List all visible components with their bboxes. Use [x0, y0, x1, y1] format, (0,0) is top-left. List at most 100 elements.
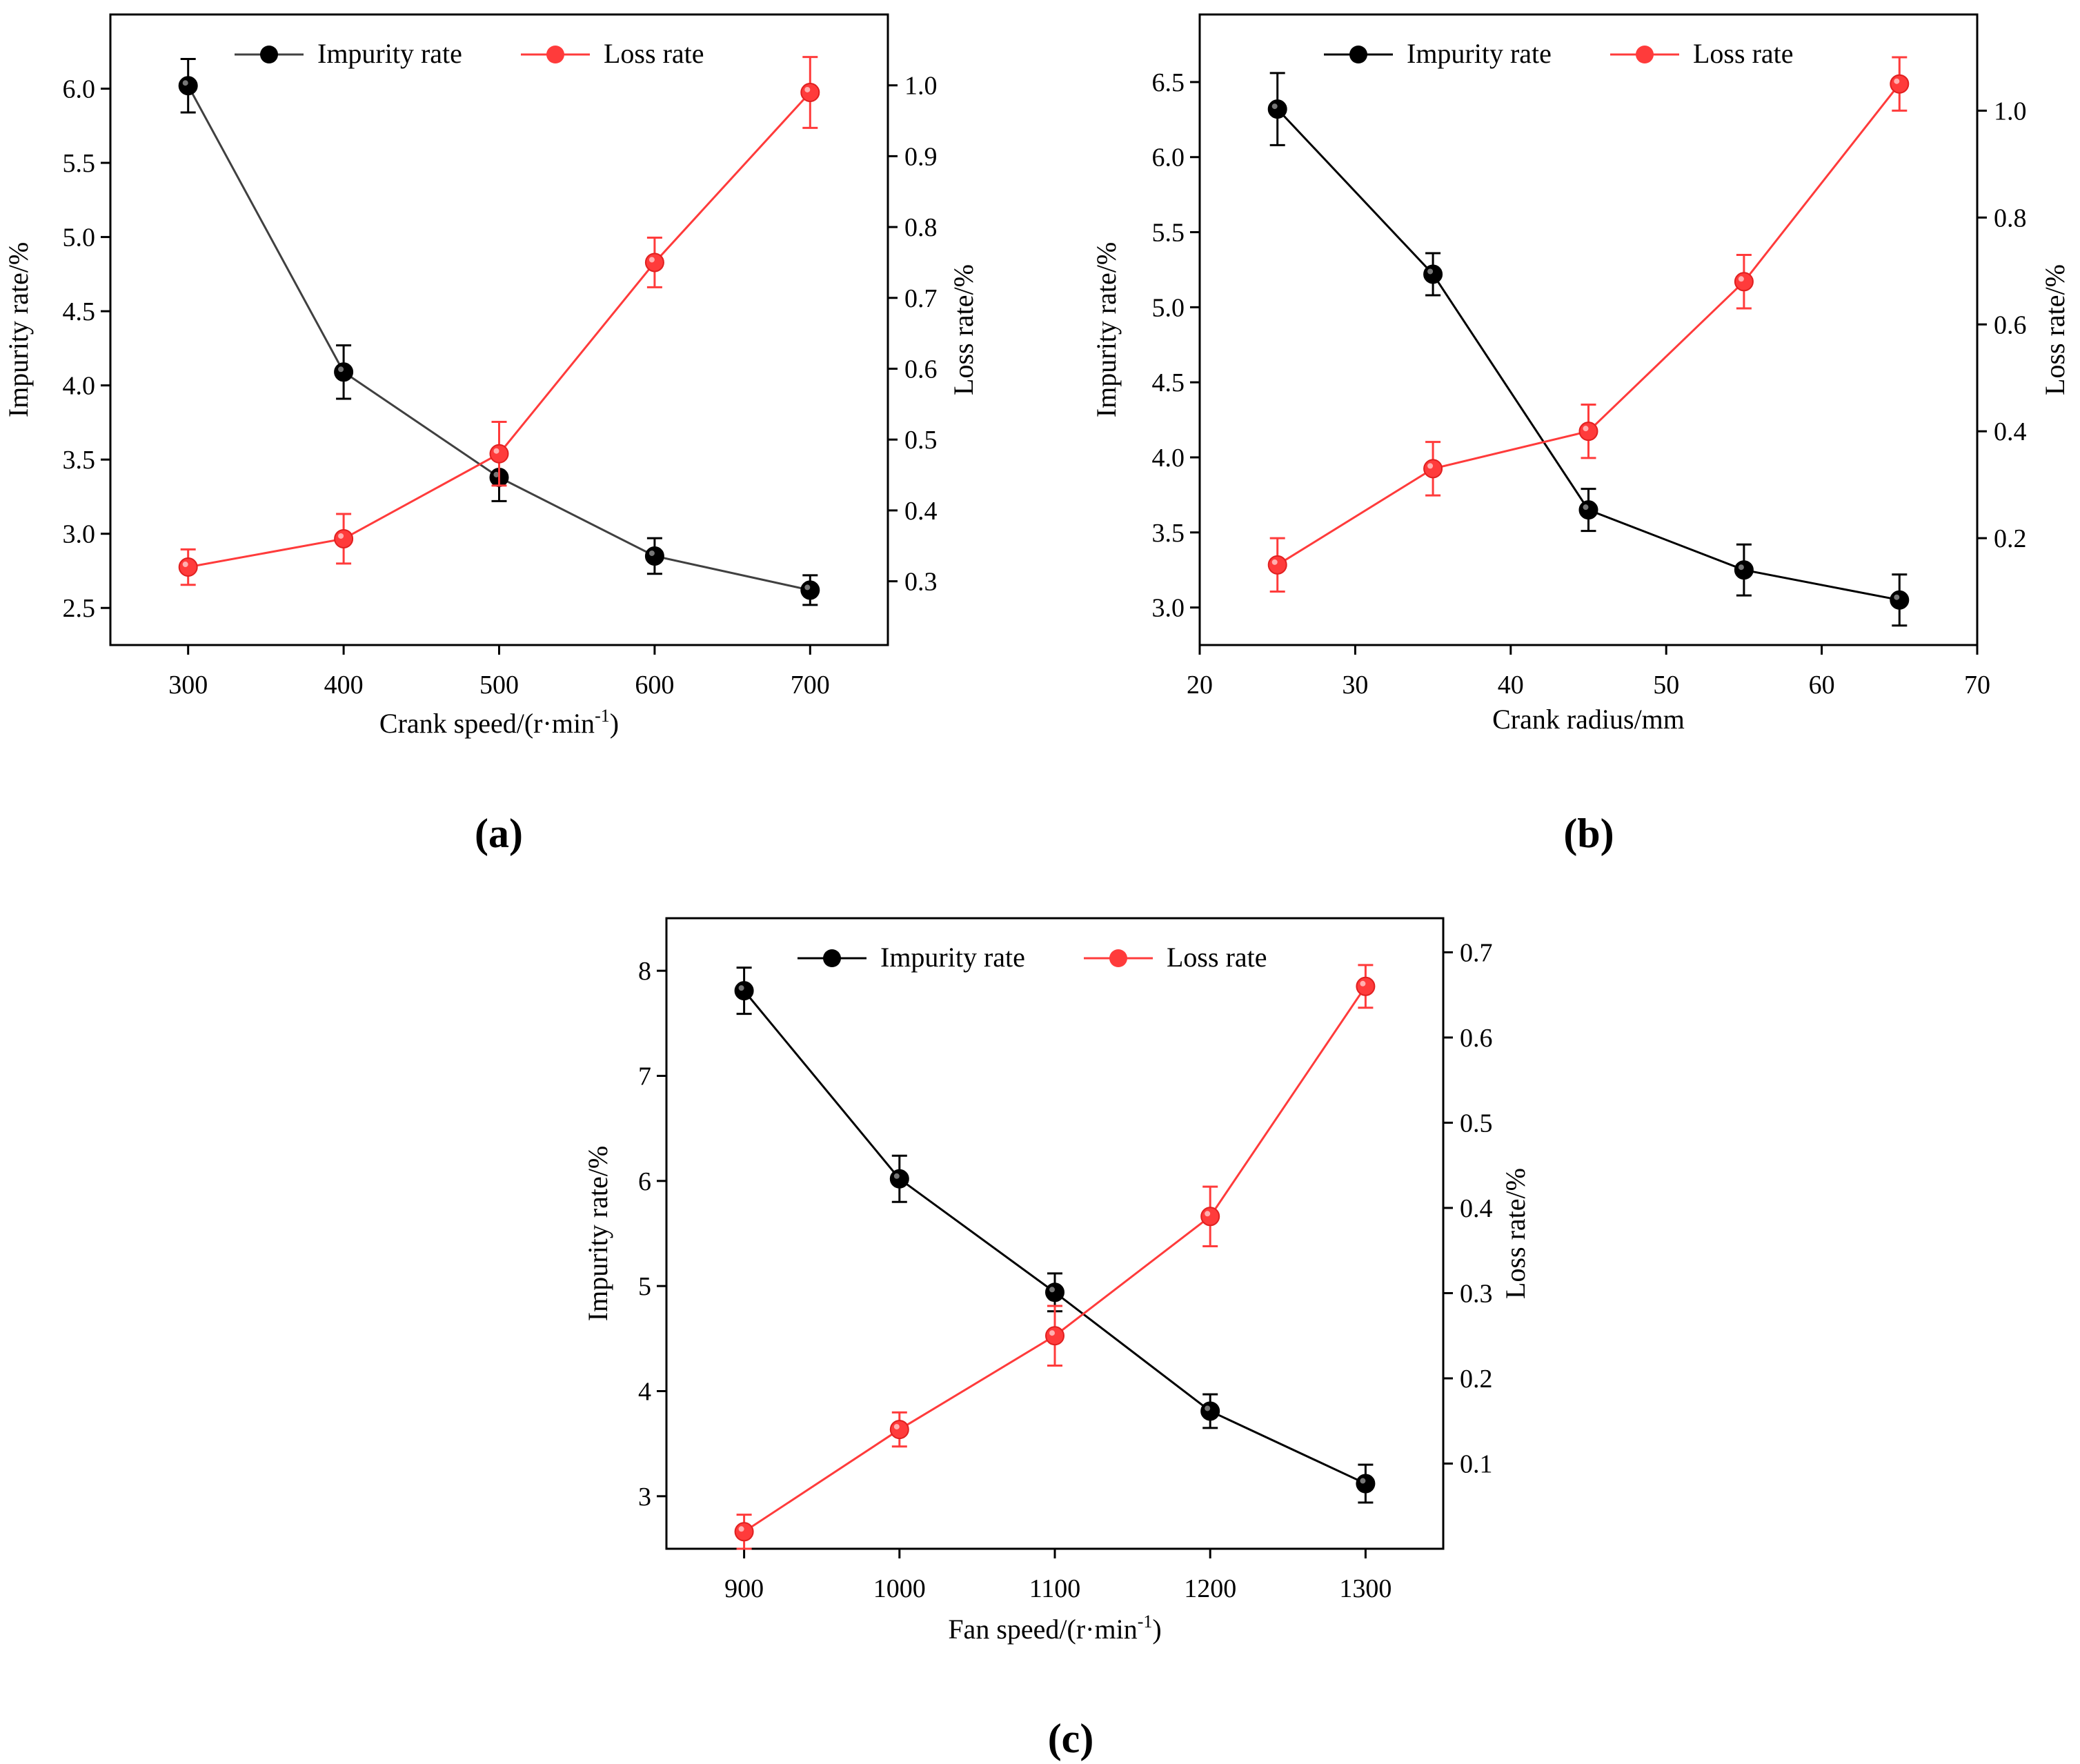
data-point-impurity-rate: [1356, 1474, 1376, 1494]
data-point-impurity-rate: [889, 1169, 909, 1189]
data-point-highlight: [182, 562, 188, 568]
legend-marker: [1109, 949, 1127, 967]
data-point-impurity-rate: [178, 76, 198, 96]
y-right-axis-label: Loss rate/%: [948, 264, 979, 395]
data-point-highlight: [738, 985, 744, 991]
data-point-loss-rate: [644, 252, 664, 272]
y-right-tick-label: 0.4: [1994, 417, 2027, 446]
data-point-impurity-rate: [1045, 1282, 1064, 1302]
data-point-highlight: [1738, 276, 1744, 282]
y-left-tick-label: 3.5: [63, 446, 96, 475]
plot-frame: [1198, 13, 1979, 646]
x-axis-label-tail: ): [610, 708, 619, 739]
data-point-loss-rate: [489, 444, 509, 464]
data-point-highlight: [1205, 1405, 1211, 1411]
y-right-tick-label: 0.4: [1460, 1194, 1493, 1223]
data-point-loss-rate: [1267, 555, 1287, 575]
y-right-tick-label: 0.6: [1994, 310, 2027, 339]
legend-label-impurity-rate: Impurity rate: [317, 38, 462, 69]
data-point-highlight: [648, 257, 655, 263]
data-point-highlight: [1360, 1478, 1366, 1484]
data-point-impurity-rate: [800, 580, 820, 600]
data-point-highlight: [804, 584, 811, 591]
legend-marker: [823, 949, 841, 967]
data-point-loss-rate: [178, 557, 198, 577]
y-right-tick-label: 0.6: [904, 355, 938, 384]
data-point-loss-rate: [1423, 459, 1443, 479]
y-left-tick-label: 6.0: [63, 75, 96, 104]
data-point-highlight: [648, 550, 655, 556]
legend-label-impurity-rate: Impurity rate: [1407, 38, 1552, 69]
y-left-tick-label: 5.0: [1152, 293, 1185, 322]
data-point-highlight: [338, 533, 344, 539]
data-point-impurity-rate: [1734, 560, 1754, 580]
data-point-highlight: [1427, 268, 1434, 275]
data-point-highlight: [1583, 426, 1589, 432]
y-right-tick-label: 0.3: [904, 568, 938, 597]
y-right-tick-label: 0.6: [1460, 1024, 1493, 1053]
legend-label-loss-rate: Loss rate: [1167, 942, 1267, 973]
y-right-tick-label: 0.9: [904, 142, 938, 171]
data-point-highlight: [1894, 594, 1900, 600]
data-point-loss-rate: [800, 82, 820, 102]
y-left-tick-label: 3.0: [1152, 594, 1185, 623]
x-axis-label: Crank radius/mm: [1492, 704, 1685, 735]
x-tick-label: 60: [1809, 671, 1835, 700]
data-point-highlight: [1049, 1330, 1055, 1336]
y-left-tick-label: 6.5: [1152, 68, 1185, 97]
x-tick-label: 40: [1498, 671, 1524, 700]
legend-label-impurity-rate: Impurity rate: [880, 942, 1025, 973]
y-left-tick-label: 4.5: [63, 297, 96, 326]
y-left-tick-label: 5.5: [1152, 219, 1185, 248]
y-right-tick-label: 0.2: [1994, 524, 2027, 553]
data-point-highlight: [493, 471, 499, 477]
x-tick-label: 600: [635, 671, 674, 700]
y-right-axis-label: Loss rate/%: [2039, 264, 2070, 395]
x-tick-label: 1000: [873, 1574, 926, 1603]
legend-label-loss-rate: Loss rate: [1693, 38, 1794, 69]
x-tick-label: 1200: [1184, 1574, 1236, 1603]
data-point-highlight: [1360, 980, 1366, 987]
y-right-tick-label: 1.0: [904, 72, 938, 101]
legend-marker: [546, 46, 564, 63]
data-point-loss-rate: [334, 528, 354, 548]
data-point-highlight: [182, 80, 188, 86]
data-point-highlight: [893, 1173, 900, 1179]
data-point-highlight: [804, 86, 811, 92]
y-right-tick-label: 0.2: [1460, 1365, 1493, 1394]
x-axis-label-superscript: -1: [595, 706, 610, 726]
legend-marker: [260, 46, 278, 63]
legend-marker: [1636, 46, 1654, 63]
data-point-impurity-rate: [1578, 500, 1598, 520]
x-tick-label: 1100: [1029, 1574, 1081, 1603]
y-right-tick-label: 0.1: [1460, 1449, 1493, 1478]
y-left-tick-label: 3.0: [63, 520, 96, 549]
data-point-loss-rate: [1045, 1326, 1064, 1346]
y-left-tick-label: 3.5: [1152, 519, 1185, 548]
y-left-tick-label: 6.0: [1152, 143, 1185, 172]
data-point-highlight: [893, 1424, 900, 1430]
data-point-loss-rate: [1356, 976, 1376, 996]
legend-marker: [1349, 46, 1367, 63]
y-right-tick-label: 1.0: [1994, 97, 2027, 126]
y-right-tick-label: 0.8: [904, 213, 938, 242]
y-left-tick-label: 4.0: [1152, 444, 1185, 473]
legend-label-loss-rate: Loss rate: [604, 38, 704, 69]
data-point-loss-rate: [1890, 74, 1910, 94]
x-tick-label: 500: [479, 671, 519, 700]
y-left-tick-label: 5: [638, 1272, 651, 1301]
x-axis-label-superscript: -1: [1138, 1612, 1153, 1632]
y-left-tick-label: 7: [638, 1062, 651, 1091]
data-point-impurity-rate: [1423, 264, 1443, 284]
data-point-impurity-rate: [1267, 99, 1287, 119]
data-point-highlight: [1738, 564, 1744, 571]
data-point-impurity-rate: [734, 981, 754, 1001]
x-tick-label: 70: [1964, 671, 1990, 700]
y-right-tick-label: 0.7: [1460, 938, 1493, 967]
data-point-loss-rate: [889, 1420, 909, 1440]
data-point-highlight: [1894, 78, 1900, 84]
data-point-loss-rate: [1578, 422, 1598, 442]
x-axis-label: Fan speed/(r·min-1): [948, 1612, 1161, 1645]
panel-label: (c): [1048, 1716, 1094, 1761]
y-left-tick-label: 5.5: [63, 149, 96, 178]
